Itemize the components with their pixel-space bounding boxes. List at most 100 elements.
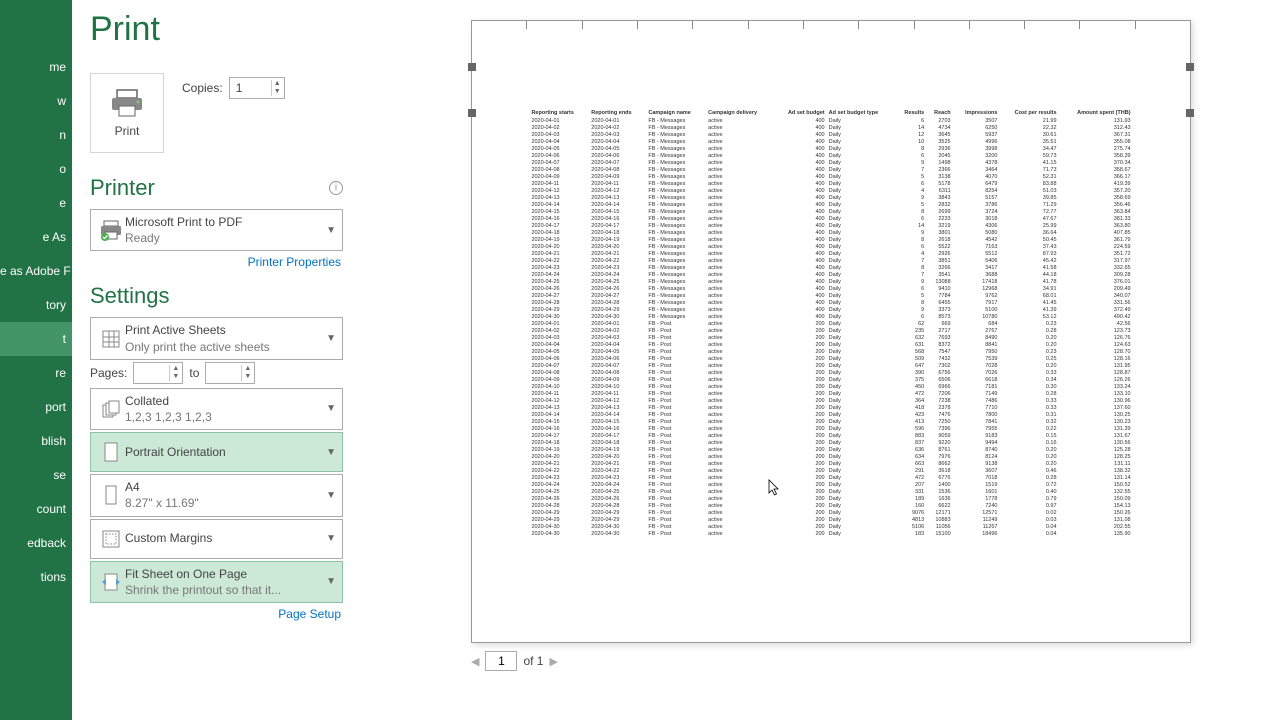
collation-dropdown[interactable]: Collated1,2,3 1,2,3 1,2,3 ▼ <box>90 388 343 430</box>
sidebar-item[interactable]: tions <box>0 560 72 594</box>
sidebar-item[interactable]: re <box>0 356 72 390</box>
copies-spinner[interactable]: 1 ▲▼ <box>229 77 285 99</box>
table-row: 2020-04-212020-04-21FB - Postactive200Da… <box>529 460 1132 467</box>
table-row: 2020-04-252020-04-25FB - Postactive200Da… <box>529 488 1132 495</box>
print-panel: Print Print Copies: 1 ▲▼ Printer i Micro… <box>72 0 362 720</box>
table-row: 2020-04-092020-04-09FB - Messagesactive4… <box>529 173 1132 180</box>
table-row: 2020-04-172020-04-17FB - Postactive200Da… <box>529 432 1132 439</box>
table-row: 2020-04-262020-04-26FB - Messagesactive4… <box>529 285 1132 292</box>
sidebar-item[interactable]: e as Adobe F <box>0 254 72 288</box>
table-row: 2020-04-302020-04-30FB - Postactive200Da… <box>529 523 1132 530</box>
printer-dropdown[interactable]: Microsoft Print to PDFReady ▼ <box>90 209 343 251</box>
table-row: 2020-04-152020-04-15FB - Postactive200Da… <box>529 418 1132 425</box>
table-row: 2020-04-282020-04-28FB - Postactive200Da… <box>529 502 1132 509</box>
orientation-dropdown[interactable]: Portrait Orientation ▼ <box>90 432 343 472</box>
table-row: 2020-04-082020-04-08FB - Postactive200Da… <box>529 369 1132 376</box>
margin-handle[interactable] <box>1186 63 1194 71</box>
table-row: 2020-04-242020-04-24FB - Messagesactive4… <box>529 271 1132 278</box>
margin-handle[interactable] <box>468 63 476 71</box>
page-of-label: of 1 <box>523 654 543 668</box>
table-row: 2020-04-082020-04-08FB - Messagesactive4… <box>529 166 1132 173</box>
margin-handle[interactable] <box>1186 109 1194 117</box>
pages-to-spinner[interactable]: ▲▼ <box>205 362 255 384</box>
copies-value: 1 <box>236 81 243 95</box>
table-row: 2020-04-102020-04-10FB - Postactive200Da… <box>529 383 1132 390</box>
sidebar-item[interactable]: t <box>0 322 72 356</box>
page-setup-link[interactable]: Page Setup <box>90 607 341 621</box>
print-area-title: Print Active Sheets <box>125 322 326 338</box>
print-button[interactable]: Print <box>90 73 164 153</box>
table-row: 2020-04-282020-04-28FB - Messagesactive4… <box>529 299 1132 306</box>
table-row: 2020-04-152020-04-15FB - Messagesactive4… <box>529 208 1132 215</box>
collated-icon <box>100 398 122 420</box>
spinner-down-icon[interactable]: ▼ <box>271 88 283 96</box>
table-row: 2020-04-292020-04-29FB - Messagesactive4… <box>529 306 1132 313</box>
collated-title: Collated <box>125 393 326 409</box>
pager: ◀ of 1 ▶ <box>471 643 1191 671</box>
margins-dropdown[interactable]: Custom Margins ▼ <box>90 519 343 559</box>
table-row: 2020-04-202020-04-20FB - Postactive200Da… <box>529 453 1132 460</box>
pages-label: Pages: <box>90 366 127 380</box>
page-number-input[interactable] <box>485 651 517 671</box>
fit-title: Fit Sheet on One Page <box>125 566 326 582</box>
sidebar-item[interactable]: count <box>0 492 72 526</box>
margins-icon <box>100 528 122 550</box>
table-row: 2020-04-032020-04-03FB - Postactive200Da… <box>529 334 1132 341</box>
sidebar-item[interactable]: n <box>0 118 72 152</box>
table-row: 2020-04-062020-04-06FB - Messagesactive4… <box>529 152 1132 159</box>
paper-title: A4 <box>125 479 326 495</box>
sidebar-item[interactable]: w <box>0 84 72 118</box>
pages-from-spinner[interactable]: ▲▼ <box>133 362 183 384</box>
table-row: 2020-04-302020-04-30FB - Postactive200Da… <box>529 530 1132 537</box>
sidebar-item[interactable]: se <box>0 458 72 492</box>
table-row: 2020-04-252020-04-25FB - Messagesactive4… <box>529 278 1132 285</box>
sidebar-item[interactable]: e <box>0 186 72 220</box>
info-icon[interactable]: i <box>329 181 343 195</box>
table-row: 2020-04-122020-04-12FB - Postactive200Da… <box>529 397 1132 404</box>
table-row: 2020-04-052020-04-05FB - Messagesactive4… <box>529 145 1132 152</box>
sidebar-item[interactable]: blish <box>0 424 72 458</box>
table-row: 2020-04-062020-04-06FB - Postactive200Da… <box>529 355 1132 362</box>
table-row: 2020-04-112020-04-11FB - Postactive200Da… <box>529 390 1132 397</box>
next-page-icon[interactable]: ▶ <box>549 655 557 668</box>
sidebar-item[interactable]: e As <box>0 220 72 254</box>
sidebar-item[interactable]: port <box>0 390 72 424</box>
margin-handle[interactable] <box>468 109 476 117</box>
table-row: 2020-04-022020-04-02FB - Messagesactive4… <box>529 124 1132 131</box>
table-row: 2020-04-022020-04-02FB - Postactive200Da… <box>529 327 1132 334</box>
scaling-dropdown[interactable]: Fit Sheet on One PageShrink the printout… <box>90 561 343 603</box>
table-row: 2020-04-212020-04-21FB - Messagesactive4… <box>529 250 1132 257</box>
paper-icon <box>102 484 120 506</box>
spinner-up-icon[interactable]: ▲ <box>271 80 283 88</box>
print-area-dropdown[interactable]: Print Active SheetsOnly print the active… <box>90 317 343 359</box>
printer-heading: Printer <box>90 175 155 201</box>
table-row: 2020-04-162020-04-16FB - Postactive200Da… <box>529 425 1132 432</box>
table-row: 2020-04-302020-04-30FB - Messagesactive4… <box>529 313 1132 320</box>
table-row: 2020-04-112020-04-11FB - Messagesactive4… <box>529 180 1132 187</box>
page-preview: Reporting startsReporting endsCampaign n… <box>471 20 1191 643</box>
pages-to-label: to <box>189 366 199 380</box>
sidebar-item[interactable]: me <box>0 50 72 84</box>
table-row: 2020-04-122020-04-12FB - Messagesactive4… <box>529 187 1132 194</box>
table-row: 2020-04-232020-04-23FB - Postactive200Da… <box>529 474 1132 481</box>
table-row: 2020-04-012020-04-01FB - Messagesactive4… <box>529 117 1132 124</box>
table-row: 2020-04-262020-04-26FB - Postactive200Da… <box>529 495 1132 502</box>
table-row: 2020-04-202020-04-20FB - Messagesactive4… <box>529 243 1132 250</box>
paper-size-dropdown[interactable]: A48.27" x 11.69" ▼ <box>90 474 343 516</box>
printer-properties-link[interactable]: Printer Properties <box>90 255 341 269</box>
table-row: 2020-04-142020-04-14FB - Postactive200Da… <box>529 411 1132 418</box>
sidebar-item[interactable]: o <box>0 152 72 186</box>
settings-heading: Settings <box>90 283 343 309</box>
sidebar-item[interactable]: tory <box>0 288 72 322</box>
table-row: 2020-04-232020-04-23FB - Messagesactive4… <box>529 264 1132 271</box>
table-row: 2020-04-292020-04-29FB - Postactive200Da… <box>529 509 1132 516</box>
chevron-down-icon: ▼ <box>326 576 336 587</box>
sidebar-item[interactable]: edback <box>0 526 72 560</box>
prev-page-icon[interactable]: ◀ <box>471 655 479 668</box>
sheets-icon <box>100 328 122 350</box>
chevron-down-icon: ▼ <box>326 403 336 414</box>
table-row: 2020-04-272020-04-27FB - Messagesactive4… <box>529 292 1132 299</box>
table-row: 2020-04-142020-04-14FB - Messagesactive4… <box>529 201 1132 208</box>
table-row: 2020-04-242020-04-24FB - Postactive200Da… <box>529 481 1132 488</box>
table-row: 2020-04-052020-04-05FB - Postactive200Da… <box>529 348 1132 355</box>
